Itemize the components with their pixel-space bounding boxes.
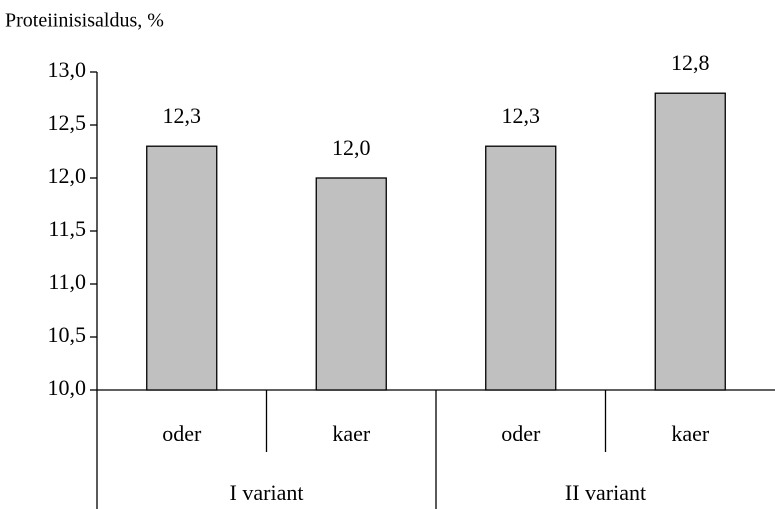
value-label: 12,3 [502, 103, 541, 128]
y-tick-label: 12,5 [48, 110, 87, 135]
bar [146, 145, 218, 391]
group-label: I variant [230, 480, 304, 505]
x-tick-label: oder [162, 421, 202, 446]
value-label: 12,3 [163, 103, 202, 128]
y-tick-label: 10,0 [48, 375, 87, 400]
value-label: 12,8 [671, 50, 710, 75]
y-axis-label: Proteiinisisaldus, % [5, 10, 164, 32]
bar [485, 145, 557, 391]
group-label: II variant [565, 480, 646, 505]
y-tick-label: 12,0 [48, 163, 87, 188]
y-tick-label: 11,5 [48, 216, 86, 241]
x-tick-label: kaer [671, 421, 710, 446]
value-label: 12,0 [332, 135, 371, 160]
y-tick-label: 13,0 [48, 57, 87, 82]
bar [315, 177, 387, 391]
x-tick-label: kaer [332, 421, 371, 446]
x-tick-label: oder [501, 421, 541, 446]
bar [654, 92, 726, 391]
y-tick-label: 10,5 [48, 322, 87, 347]
y-tick-label: 11,0 [48, 269, 86, 294]
